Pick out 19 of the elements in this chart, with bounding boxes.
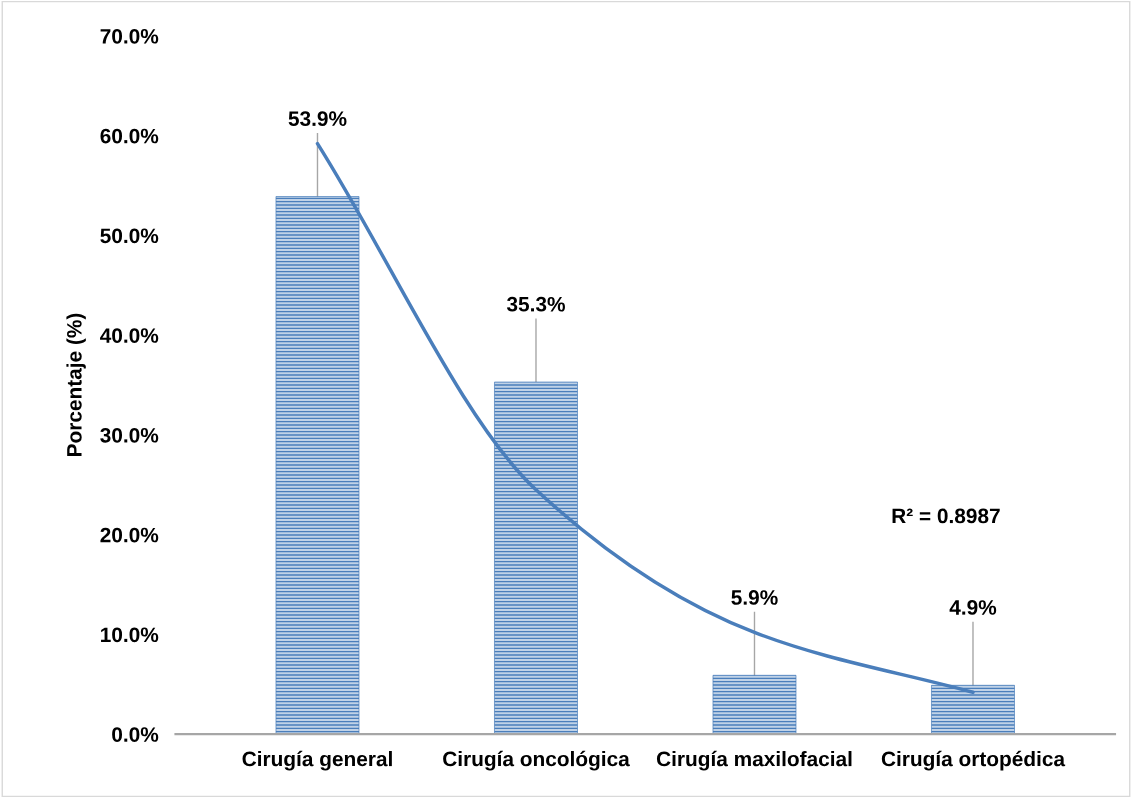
y-tick-label: 50.0%: [100, 228, 159, 244]
y-tick-label: 20.0%: [100, 527, 159, 543]
x-tick-label: Cirugía ortopédica: [881, 750, 1066, 771]
x-tick-label: Cirugía oncológica: [443, 750, 630, 771]
y-axis-title: Porcentaje (%): [66, 313, 86, 456]
y-tick-label: 60.0%: [100, 128, 159, 144]
y-tick-label: 70.0%: [100, 28, 159, 44]
data-label: 35.3%: [506, 296, 565, 312]
x-tick-label: Cirugía maxilofacial: [656, 750, 852, 771]
data-label: 5.9%: [731, 590, 778, 605]
y-tick-label: 10.0%: [101, 627, 159, 643]
data-label: 4.9%: [949, 600, 997, 615]
bar: [712, 674, 797, 735]
y-tick-label: 0.0%: [112, 727, 159, 742]
annotation: R² = 0.8987: [892, 508, 1000, 524]
x-tick-label: Cirugía general: [242, 750, 392, 771]
y-tick-label: 40.0%: [100, 328, 159, 343]
data-label: 53.9%: [288, 111, 347, 127]
y-tick-label: 30.0%: [100, 427, 159, 443]
